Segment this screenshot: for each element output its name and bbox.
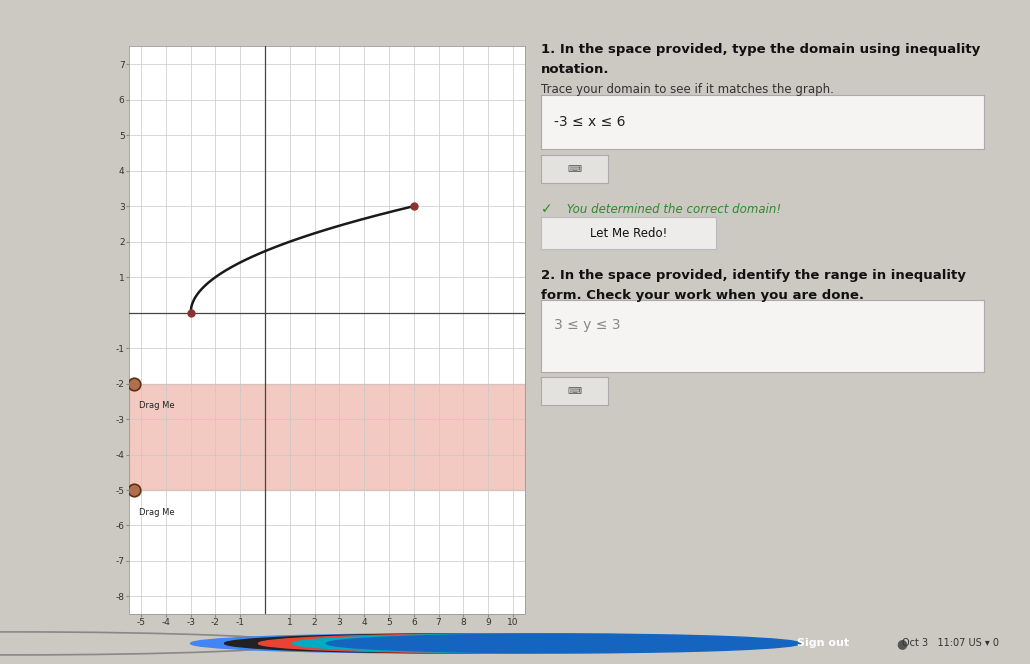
- Text: You determined the correct domain!: You determined the correct domain!: [563, 203, 782, 216]
- Text: Sign out: Sign out: [797, 637, 849, 648]
- Circle shape: [225, 634, 698, 653]
- Circle shape: [191, 634, 664, 653]
- Text: Trace your domain to see if it matches the graph.: Trace your domain to see if it matches t…: [541, 83, 833, 96]
- Text: 3 ≤ y ≤ 3: 3 ≤ y ≤ 3: [554, 318, 620, 332]
- Text: notation.: notation.: [541, 63, 610, 76]
- Circle shape: [327, 634, 800, 653]
- Text: ⌨: ⌨: [568, 386, 581, 396]
- Text: ●: ●: [896, 637, 906, 650]
- Text: Drag Me: Drag Me: [139, 508, 174, 517]
- Circle shape: [293, 634, 766, 653]
- Text: -3 ≤ x ≤ 6: -3 ≤ x ≤ 6: [554, 115, 625, 129]
- Text: Oct 3   11:07 US ▾ 0: Oct 3 11:07 US ▾ 0: [902, 638, 999, 649]
- Text: 1. In the space provided, type the domain using inequality: 1. In the space provided, type the domai…: [541, 43, 980, 56]
- Bar: [129, 384, 525, 490]
- Text: Drag Me: Drag Me: [139, 401, 174, 410]
- Text: form. Check your work when you are done.: form. Check your work when you are done.: [541, 289, 864, 302]
- Text: Let Me Redo!: Let Me Redo!: [589, 226, 667, 240]
- Text: ⌨: ⌨: [568, 163, 581, 174]
- Text: ✓: ✓: [541, 203, 552, 216]
- Text: 2. In the space provided, identify the range in inequality: 2. In the space provided, identify the r…: [541, 269, 966, 282]
- Circle shape: [259, 634, 732, 653]
